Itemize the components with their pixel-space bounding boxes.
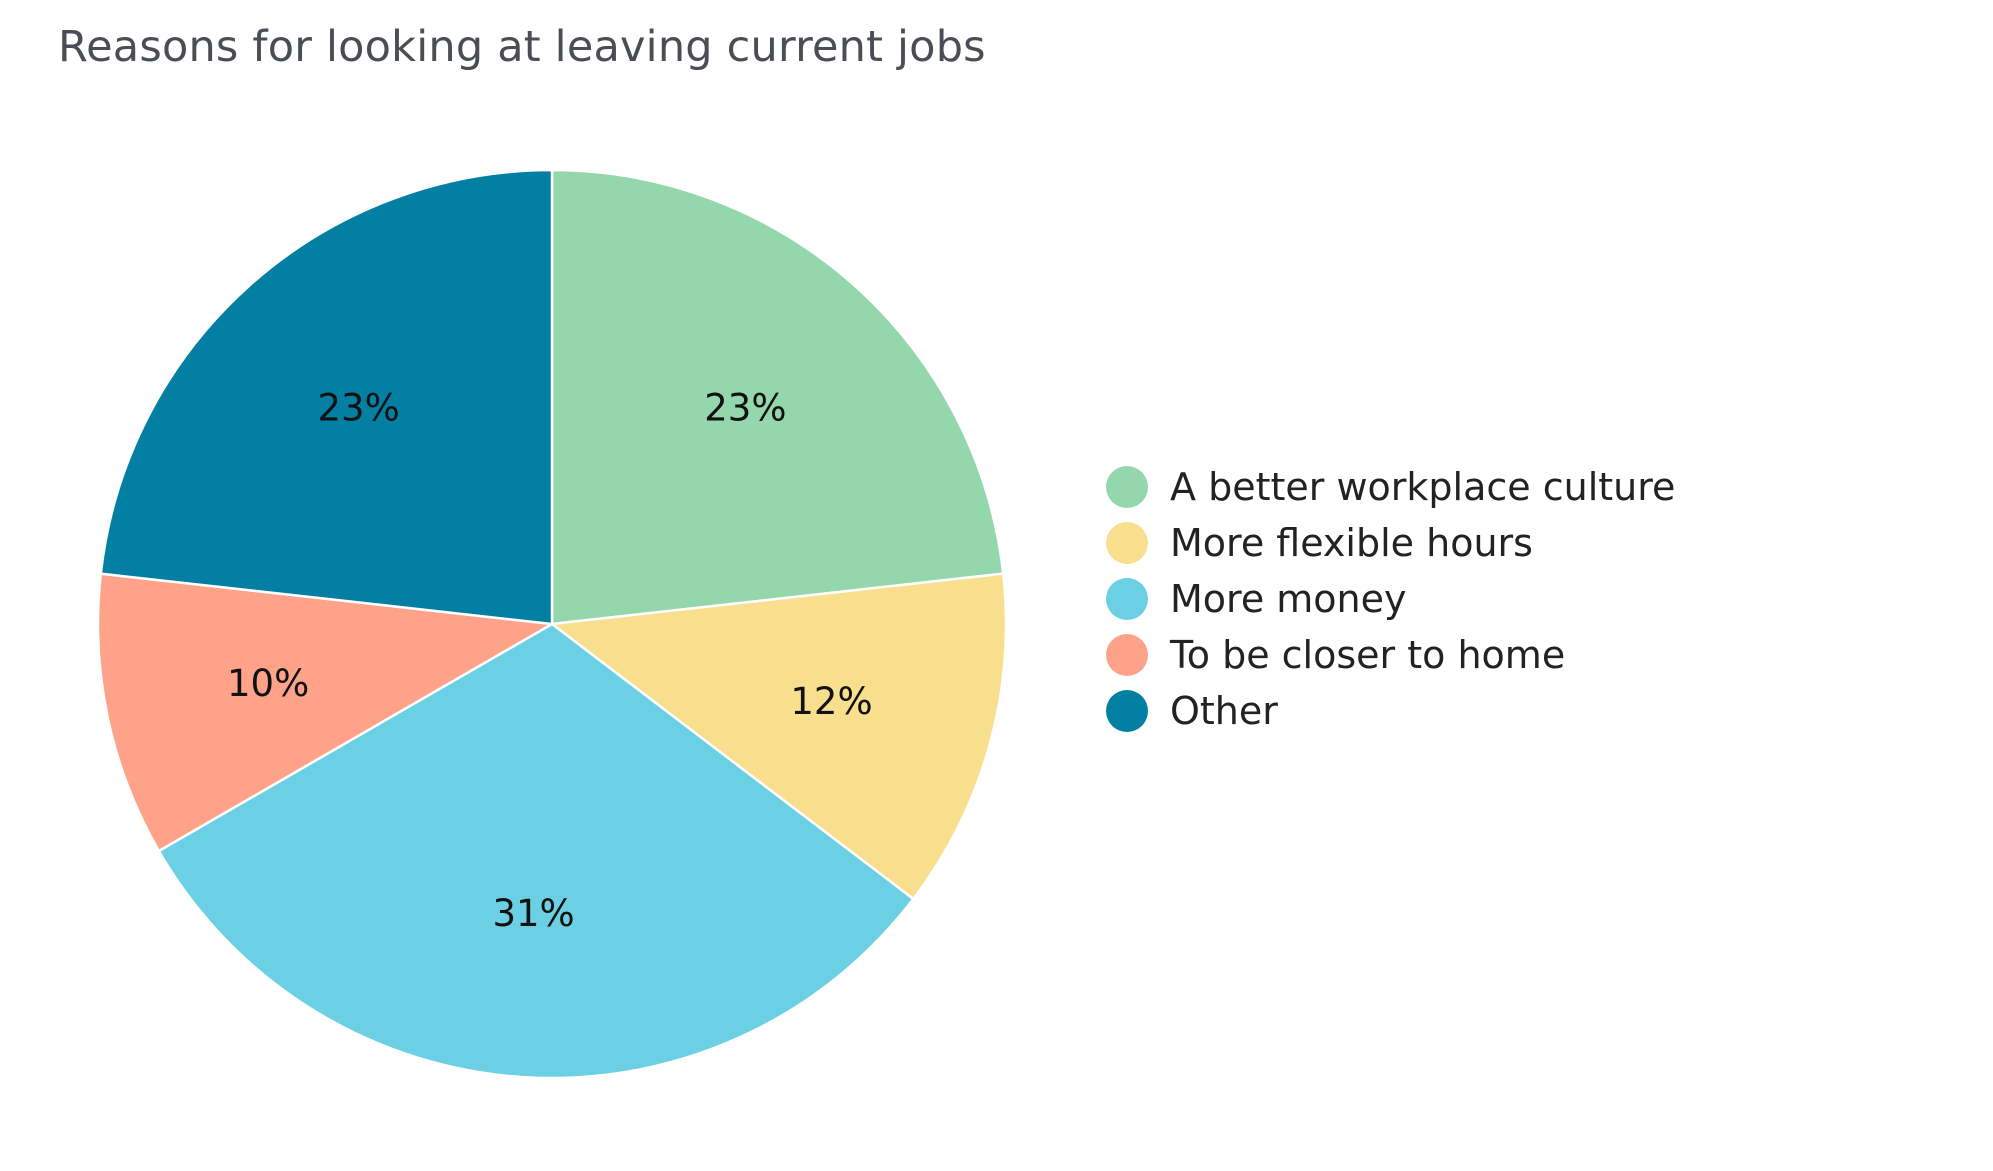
- legend-label-1: More flexible hours: [1170, 521, 1533, 565]
- legend-item-2: More money: [1106, 571, 1675, 627]
- legend-label-4: Other: [1170, 689, 1278, 733]
- legend-label-2: More money: [1170, 577, 1407, 621]
- slice-label-3: 10%: [227, 662, 309, 705]
- legend-label-0: A better workplace culture: [1170, 465, 1676, 509]
- chart-legend: A better workplace culture More flexible …: [1106, 459, 1675, 739]
- legend-label-3: To be closer to home: [1170, 633, 1566, 677]
- pie-slice-3: [96, 572, 556, 853]
- slice-label-2: 31%: [492, 892, 574, 935]
- chart-title: Reasons for looking at leaving current j…: [58, 22, 986, 72]
- legend-item-1: More flexible hours: [1106, 515, 1675, 571]
- pie-slice-0: [550, 168, 1005, 626]
- legend-item-4: Other: [1106, 683, 1675, 739]
- legend-swatch-4: [1106, 690, 1148, 732]
- legend-swatch-1: [1106, 522, 1148, 564]
- pie-slice-1: [548, 572, 1008, 901]
- legend-item-3: To be closer to home: [1106, 627, 1675, 683]
- pie-slice-4: [99, 168, 554, 626]
- slice-label-0: 23%: [704, 386, 786, 429]
- pie-slice-2: [157, 622, 916, 1080]
- legend-swatch-2: [1106, 578, 1148, 620]
- slice-label-1: 12%: [790, 680, 872, 723]
- slice-label-4: 23%: [318, 386, 400, 429]
- legend-item-0: A better workplace culture: [1106, 459, 1675, 515]
- legend-swatch-3: [1106, 634, 1148, 676]
- legend-swatch-0: [1106, 466, 1148, 508]
